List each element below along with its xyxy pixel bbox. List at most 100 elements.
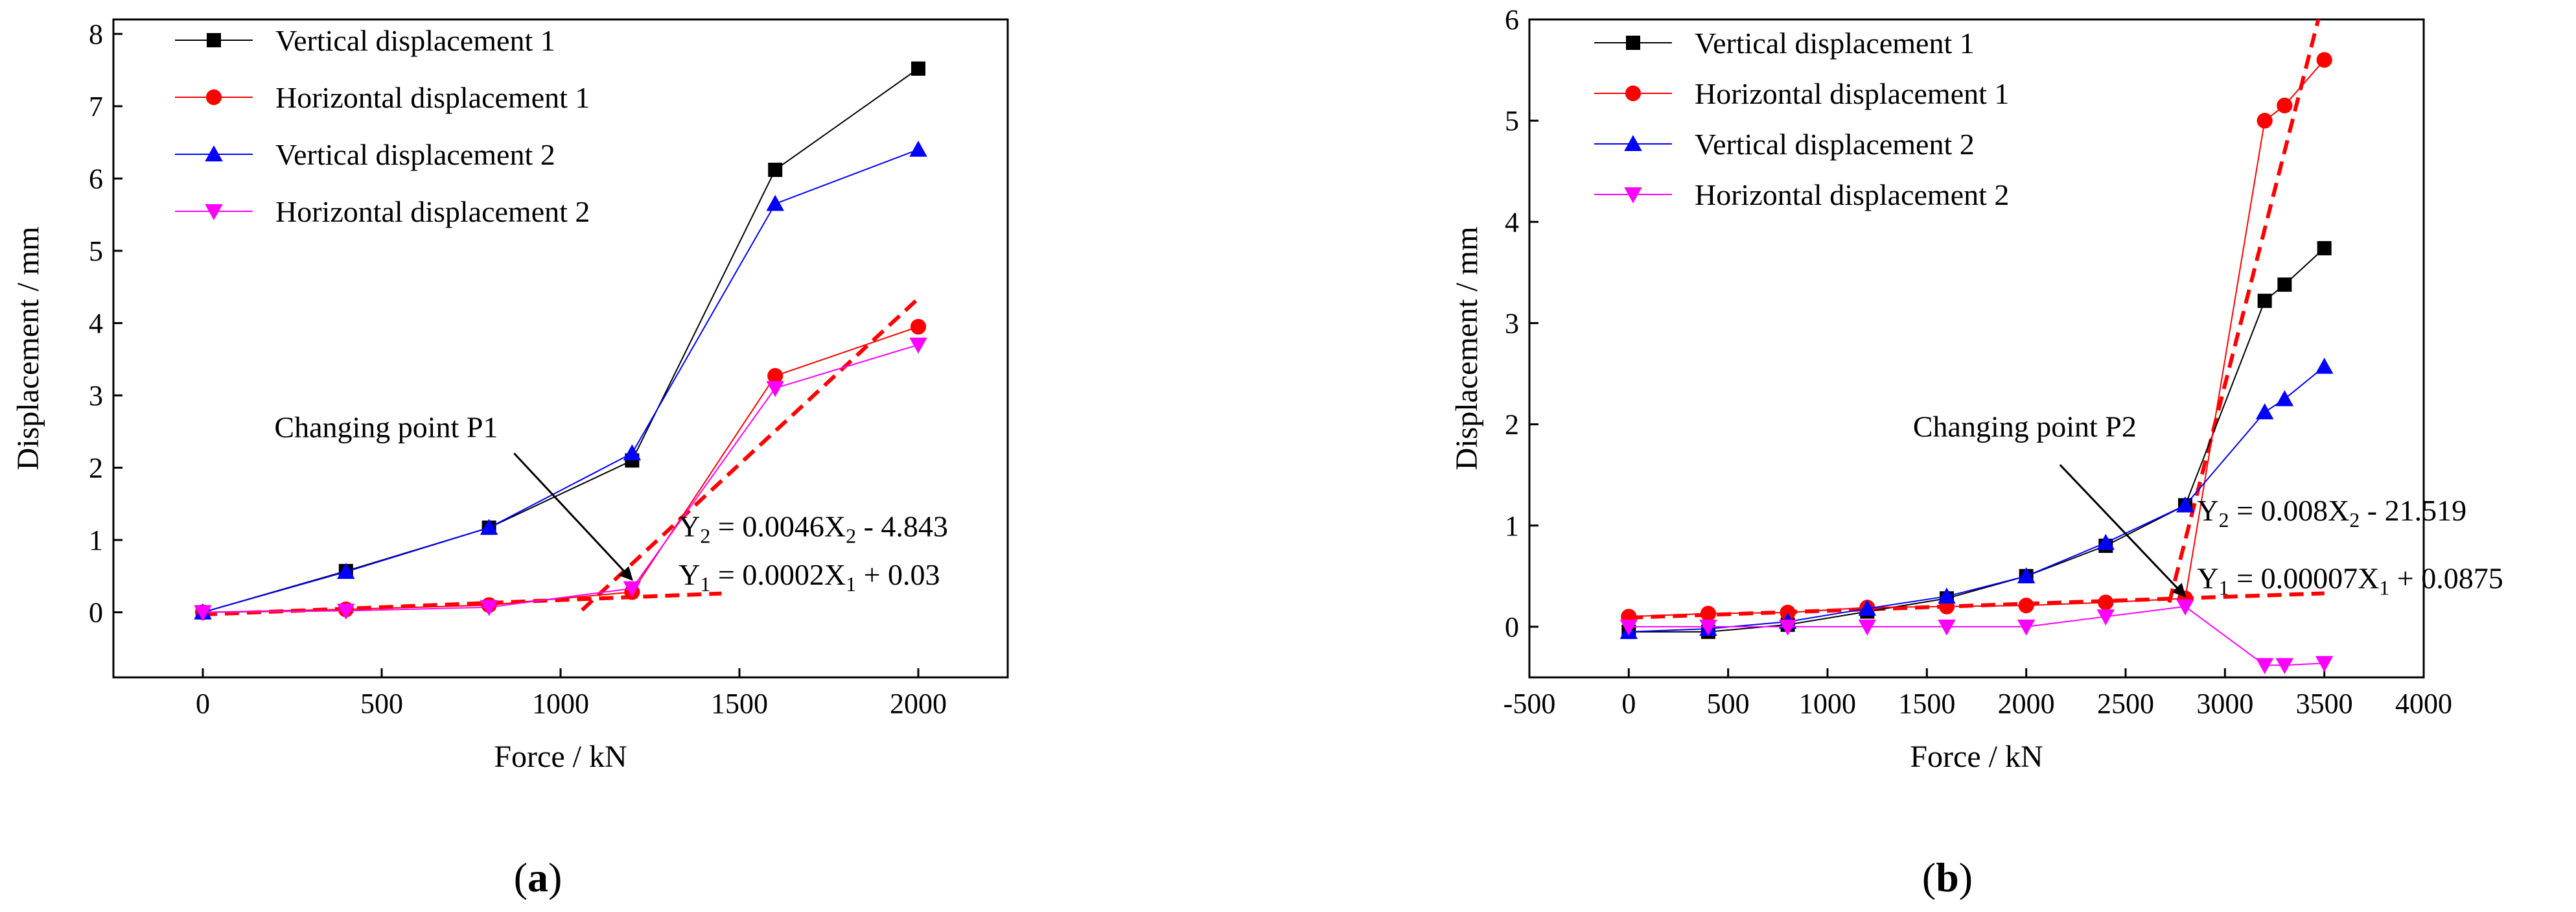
x-tick-label: 0	[1621, 688, 1636, 719]
legend: Vertical displacement 1 Horizontal displa…	[1594, 27, 2009, 211]
equation-subscript: 1	[700, 572, 710, 596]
equation-text: + 0.03	[856, 558, 940, 591]
panel-letter: b	[1936, 854, 1959, 900]
data-point	[623, 581, 642, 598]
data-point	[1780, 604, 1796, 621]
x-tick-label: 2000	[1998, 688, 2055, 719]
data-point	[480, 600, 498, 616]
data-point	[1858, 600, 1877, 616]
legend-entry: Vertical displacement 2	[275, 138, 555, 171]
data-point	[2315, 656, 2334, 672]
data-point	[2275, 658, 2294, 675]
legend-swatch-marker	[1624, 187, 1642, 204]
equation-text: Y	[2197, 494, 2218, 527]
x-tick-label: 1500	[1898, 688, 1955, 719]
legend-swatch-marker	[207, 33, 221, 47]
y-tick-label: 4	[89, 307, 103, 339]
series-line-2	[202, 326, 919, 613]
data-point	[909, 141, 927, 157]
y-tick-label: 1	[1505, 510, 1519, 542]
fit-equation: Y1 = 0.0002X1 + 0.03	[679, 558, 940, 596]
data-point	[2017, 619, 2036, 636]
data-point	[2277, 277, 2292, 292]
panel-close: )	[548, 854, 562, 900]
y-tick-label: 4	[1505, 206, 1519, 238]
x-tick-label: 4000	[2395, 688, 2452, 719]
panel-label: (b)	[1922, 854, 1973, 900]
equation-text: + 0.0875	[2389, 562, 2503, 595]
equation-text: = 0.0002X	[710, 558, 846, 591]
legend-swatch-marker	[205, 145, 223, 161]
fit-equation: Y2 = 0.0046X2 - 4.843	[679, 510, 948, 548]
x-axis-label: Force / kN	[1910, 740, 2043, 774]
equation-text: = 0.0046X	[710, 510, 846, 543]
y-tick-label: 8	[89, 18, 103, 50]
x-tick-label: 0	[196, 688, 210, 719]
series-line-4	[202, 344, 919, 613]
legend-entry: Horizontal displacement 2	[1695, 178, 2009, 211]
data-point	[2096, 609, 2115, 626]
y-axis-label: Displacement / mm	[11, 227, 45, 471]
legend-swatch-marker	[1624, 135, 1642, 151]
data-point	[337, 603, 355, 620]
legend-entry: Vertical displacement 1	[275, 24, 555, 57]
x-tick-label: 1500	[711, 688, 768, 719]
changing-point-label: Changing point P1	[274, 411, 498, 444]
data-point	[2317, 240, 2332, 255]
data-point	[1699, 619, 1717, 636]
x-tick-label: 3000	[2196, 688, 2253, 719]
x-tick-label: 2500	[2097, 688, 2154, 719]
data-point	[1938, 587, 1956, 604]
x-axis-label: Force / kN	[494, 740, 627, 774]
data-point	[2176, 599, 2194, 616]
panel-close: )	[1959, 854, 1973, 900]
equation-text: Y	[2197, 562, 2218, 595]
data-point	[2277, 97, 2293, 113]
data-point	[2017, 567, 2036, 583]
equation-subscript: 2	[846, 524, 856, 548]
equation-subscript: 2	[2349, 508, 2360, 532]
data-point	[766, 194, 784, 211]
equation-subscript: 1	[2379, 576, 2389, 600]
equation-text: - 4.843	[856, 510, 948, 543]
fit-line	[2167, 19, 2321, 603]
equation-text: Y	[679, 510, 700, 543]
changing-point-label: Changing point P2	[1913, 410, 2137, 443]
panel-open: (	[514, 854, 528, 900]
x-tick-label: 1000	[532, 688, 589, 719]
legend-swatch-marker	[1625, 85, 1642, 102]
fit-equation: Y2 = 0.008X2 - 21.519	[2197, 494, 2466, 532]
x-tick-label: 2000	[890, 688, 947, 719]
changing-point-arrow	[2059, 464, 2187, 598]
y-tick-label: 5	[1505, 105, 1519, 137]
data-point	[2275, 390, 2294, 406]
plot-area	[194, 61, 927, 622]
series-line-4	[1629, 605, 2325, 666]
plot-area	[1619, 19, 2334, 675]
legend-entry: Vertical displacement 1	[1695, 27, 1975, 60]
changing-point-arrow	[513, 452, 633, 581]
data-point	[910, 318, 927, 335]
equation-subscript: 1	[2219, 576, 2229, 600]
data-point	[1858, 619, 1877, 636]
data-point	[1619, 619, 1638, 636]
data-point	[2098, 594, 2114, 611]
legend-entry: Horizontal displacement 1	[275, 81, 590, 114]
x-tick-label: 1000	[1799, 688, 1856, 719]
y-tick-label: 2	[1505, 409, 1519, 441]
data-point	[911, 61, 925, 76]
y-tick-label: 5	[89, 235, 103, 267]
equation-text: - 21.519	[2360, 494, 2466, 527]
equation-text: = 0.00007X	[2229, 562, 2380, 595]
x-tick-label: 3500	[2296, 688, 2353, 719]
data-point	[2176, 496, 2194, 513]
legend-swatch-marker	[205, 89, 222, 106]
y-tick-label: 6	[89, 163, 103, 194]
data-point	[1778, 619, 1797, 636]
y-tick-label: 6	[1505, 4, 1519, 36]
data-point	[2315, 357, 2334, 374]
y-tick-label: 3	[1505, 307, 1519, 339]
data-point	[766, 380, 784, 397]
fit-line	[581, 297, 920, 612]
